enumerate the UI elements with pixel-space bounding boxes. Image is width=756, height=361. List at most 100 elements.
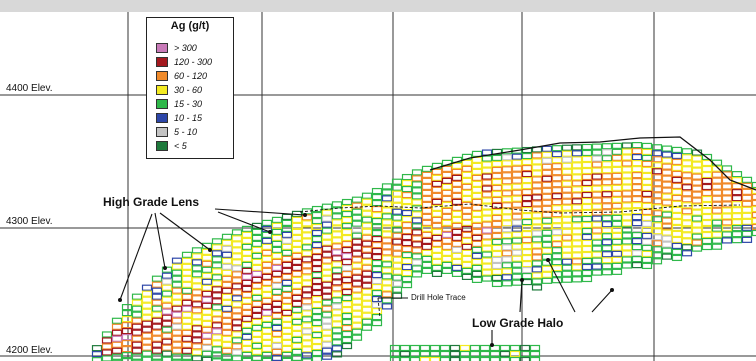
model-block [531, 260, 543, 267]
legend-swatch [156, 56, 168, 67]
model-block [501, 196, 513, 203]
model-block [521, 254, 533, 262]
model-block [621, 262, 633, 269]
model-block [601, 173, 613, 180]
model-block [391, 238, 403, 245]
model-block [591, 215, 603, 222]
model-block [611, 226, 623, 233]
model-block [481, 263, 493, 270]
model-block [681, 178, 693, 185]
model-block [131, 299, 143, 306]
model-block [551, 157, 563, 164]
model-block [561, 270, 573, 277]
model-block [371, 199, 383, 207]
model-block [271, 294, 283, 301]
model-block [521, 176, 533, 184]
model-block [301, 286, 313, 293]
model-block [531, 182, 543, 189]
model-block [161, 302, 173, 309]
model-block [621, 148, 633, 155]
model-block [241, 345, 253, 352]
model-block [471, 222, 483, 229]
model-block [311, 319, 323, 327]
model-block [701, 165, 713, 173]
model-block [311, 205, 323, 213]
model-block [439, 350, 451, 358]
model-block [201, 248, 213, 255]
model-block [121, 352, 133, 359]
model-block [391, 220, 403, 227]
model-block [541, 151, 553, 158]
model-block [301, 250, 313, 257]
model-block [691, 221, 703, 228]
model-block [491, 274, 503, 282]
model-block [321, 329, 333, 336]
model-block [531, 236, 543, 243]
model-block [311, 313, 323, 321]
model-block [231, 307, 243, 314]
model-block [411, 211, 423, 218]
model-block [261, 279, 273, 286]
model-block [231, 289, 243, 296]
model-block [301, 352, 313, 359]
model-block [541, 169, 553, 176]
model-block [409, 344, 421, 352]
model-block [471, 258, 483, 265]
model-block [381, 237, 393, 244]
model-block [161, 278, 173, 285]
model-block [321, 209, 333, 216]
model-block [151, 281, 163, 288]
model-block [211, 274, 223, 281]
model-block [211, 328, 223, 335]
model-block [561, 240, 573, 247]
model-block [161, 308, 173, 315]
elevation-label-4200: 4200 Elev. [6, 345, 53, 356]
model-block [191, 265, 203, 272]
model-block [221, 245, 233, 252]
model-block [511, 225, 523, 232]
model-block [501, 268, 513, 275]
model-block [511, 243, 523, 250]
model-block [441, 237, 453, 244]
model-block [481, 161, 493, 168]
model-block [451, 210, 463, 217]
model-block [251, 300, 263, 307]
model-block [511, 183, 523, 190]
high-grade-leader [217, 211, 271, 233]
model-block [501, 238, 513, 245]
model-block [479, 356, 491, 361]
model-block [381, 285, 393, 292]
model-block [301, 256, 313, 263]
model-block [131, 335, 143, 342]
model-block [391, 274, 403, 281]
model-block [361, 294, 373, 301]
model-block [741, 188, 753, 195]
model-block [321, 287, 333, 294]
model-block [651, 234, 663, 241]
model-block [441, 207, 453, 214]
model-block [221, 281, 233, 288]
model-block [489, 356, 501, 361]
model-block [391, 178, 403, 185]
model-block [511, 177, 523, 184]
model-block [281, 333, 293, 340]
model-block [611, 160, 623, 167]
model-block [419, 356, 431, 361]
model-block [221, 251, 233, 258]
model-block [351, 334, 363, 341]
model-block [691, 191, 703, 198]
model-block [341, 270, 353, 278]
model-block [561, 180, 573, 187]
model-block [711, 189, 723, 196]
model-block [381, 261, 393, 268]
model-block [431, 168, 443, 175]
model-block [311, 247, 323, 255]
model-block [341, 210, 353, 218]
model-block [411, 241, 423, 248]
model-block [191, 325, 203, 332]
model-block [441, 177, 453, 184]
model-block [251, 228, 263, 235]
model-block [661, 181, 673, 188]
model-block [611, 262, 623, 269]
